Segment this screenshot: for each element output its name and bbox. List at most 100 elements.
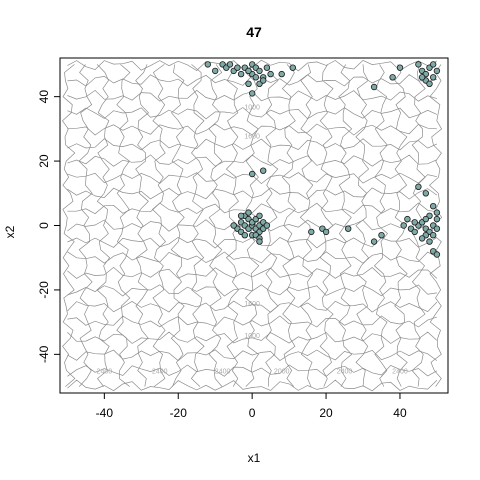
data-points <box>204 61 441 258</box>
contour-line-vertical <box>96 64 111 387</box>
data-point <box>433 209 441 216</box>
data-point <box>396 64 404 71</box>
contour-line-vertical <box>281 64 296 387</box>
data-point <box>248 90 256 97</box>
contour-line-horizontal <box>67 364 438 377</box>
contour-line-horizontal <box>67 379 438 392</box>
data-point <box>404 215 411 223</box>
contour-line-horizontal <box>67 187 438 200</box>
data-point <box>415 183 422 190</box>
data-point <box>245 209 252 216</box>
x-tick-label: 40 <box>393 406 407 420</box>
data-point <box>433 67 441 75</box>
data-point <box>245 67 252 75</box>
contour-line-vertical <box>355 64 370 387</box>
data-point <box>426 238 433 245</box>
contour-line-vertical <box>62 64 76 387</box>
x-axis: -40 -20 0 20 40 <box>96 392 407 420</box>
data-point <box>378 231 385 239</box>
contour-line-horizontal <box>67 251 438 264</box>
data-point <box>422 190 429 197</box>
data-point <box>256 67 263 75</box>
y-tick-label: 20 <box>37 154 51 168</box>
contour-line-horizontal <box>67 138 438 151</box>
contour-label: 2400 <box>337 369 353 376</box>
data-point <box>237 70 245 78</box>
data-point <box>433 225 441 232</box>
data-point <box>237 212 245 219</box>
contour-line-vertical <box>208 64 223 387</box>
contour-label: 2400 <box>215 369 231 376</box>
y-axis-label: x2 <box>3 225 17 238</box>
contour-line-vertical <box>411 64 426 387</box>
data-point <box>418 235 426 242</box>
y-tick-label: -20 <box>37 281 51 299</box>
data-point <box>433 251 441 258</box>
contour-line-horizontal <box>67 266 438 279</box>
contour-line-horizontal <box>67 123 437 136</box>
contour-line-horizontal <box>67 107 438 120</box>
data-point <box>256 238 263 245</box>
data-point <box>400 222 407 229</box>
chart-title: 47 <box>246 24 262 40</box>
contour-label: 2400 <box>152 369 168 376</box>
contour-line-horizontal <box>67 202 437 215</box>
data-point <box>211 67 219 75</box>
data-point <box>422 215 429 223</box>
data-point <box>345 225 352 232</box>
data-point <box>411 219 418 226</box>
contour-background: 1000 1600 1600 1000 2400 2400 2400 2000 2400 2400 <box>62 59 443 392</box>
contour-line-horizontal <box>67 300 438 313</box>
data-point <box>241 231 248 239</box>
data-point <box>430 231 437 239</box>
x-tick-label: 0 <box>249 406 256 420</box>
data-point <box>389 74 396 81</box>
data-point <box>204 61 211 68</box>
data-point <box>415 61 422 68</box>
contour-line-vertical <box>373 64 388 387</box>
contour-label: 2000 <box>274 369 290 376</box>
data-point <box>278 70 285 78</box>
x-tick-label: -40 <box>96 406 114 420</box>
data-point <box>433 215 441 223</box>
data-point <box>418 74 426 81</box>
contour-label: 1600 <box>244 301 260 308</box>
data-point <box>430 74 437 81</box>
data-point <box>411 228 418 236</box>
contour-line-vertical <box>135 64 150 387</box>
contour-label: 1600 <box>244 134 260 141</box>
data-point <box>226 61 234 68</box>
data-point <box>245 80 252 87</box>
contour-line-vertical <box>151 64 166 387</box>
data-point <box>430 61 437 68</box>
contour-line-horizontal <box>67 331 438 344</box>
data-point <box>256 212 263 219</box>
data-point <box>370 83 378 91</box>
contour-label: 2400 <box>392 369 408 376</box>
y-axis: -40 -20 0 20 40 <box>37 90 61 363</box>
data-point <box>230 222 237 229</box>
y-tick-label: -40 <box>37 345 51 363</box>
data-point <box>252 74 259 81</box>
contour-line-vertical <box>190 64 205 387</box>
data-point <box>260 167 267 174</box>
y-tick-label: 40 <box>37 90 51 104</box>
x-tick-label: 20 <box>319 406 333 420</box>
data-point <box>248 170 256 178</box>
x-tick-label: -20 <box>170 406 188 420</box>
data-point <box>267 70 274 78</box>
contour-label: 1000 <box>244 105 260 112</box>
contour-line-horizontal <box>67 315 438 328</box>
data-point <box>260 77 267 84</box>
contour-line-vertical <box>338 64 353 387</box>
data-point <box>370 238 378 245</box>
data-point <box>426 80 433 87</box>
contour-label: 2400 <box>97 369 113 376</box>
data-point <box>263 222 271 229</box>
x-axis-label: x1 <box>248 451 261 465</box>
contour-label: 1000 <box>244 333 260 340</box>
data-point <box>322 228 330 236</box>
data-point <box>234 64 241 71</box>
contour-line-vertical <box>78 64 93 387</box>
